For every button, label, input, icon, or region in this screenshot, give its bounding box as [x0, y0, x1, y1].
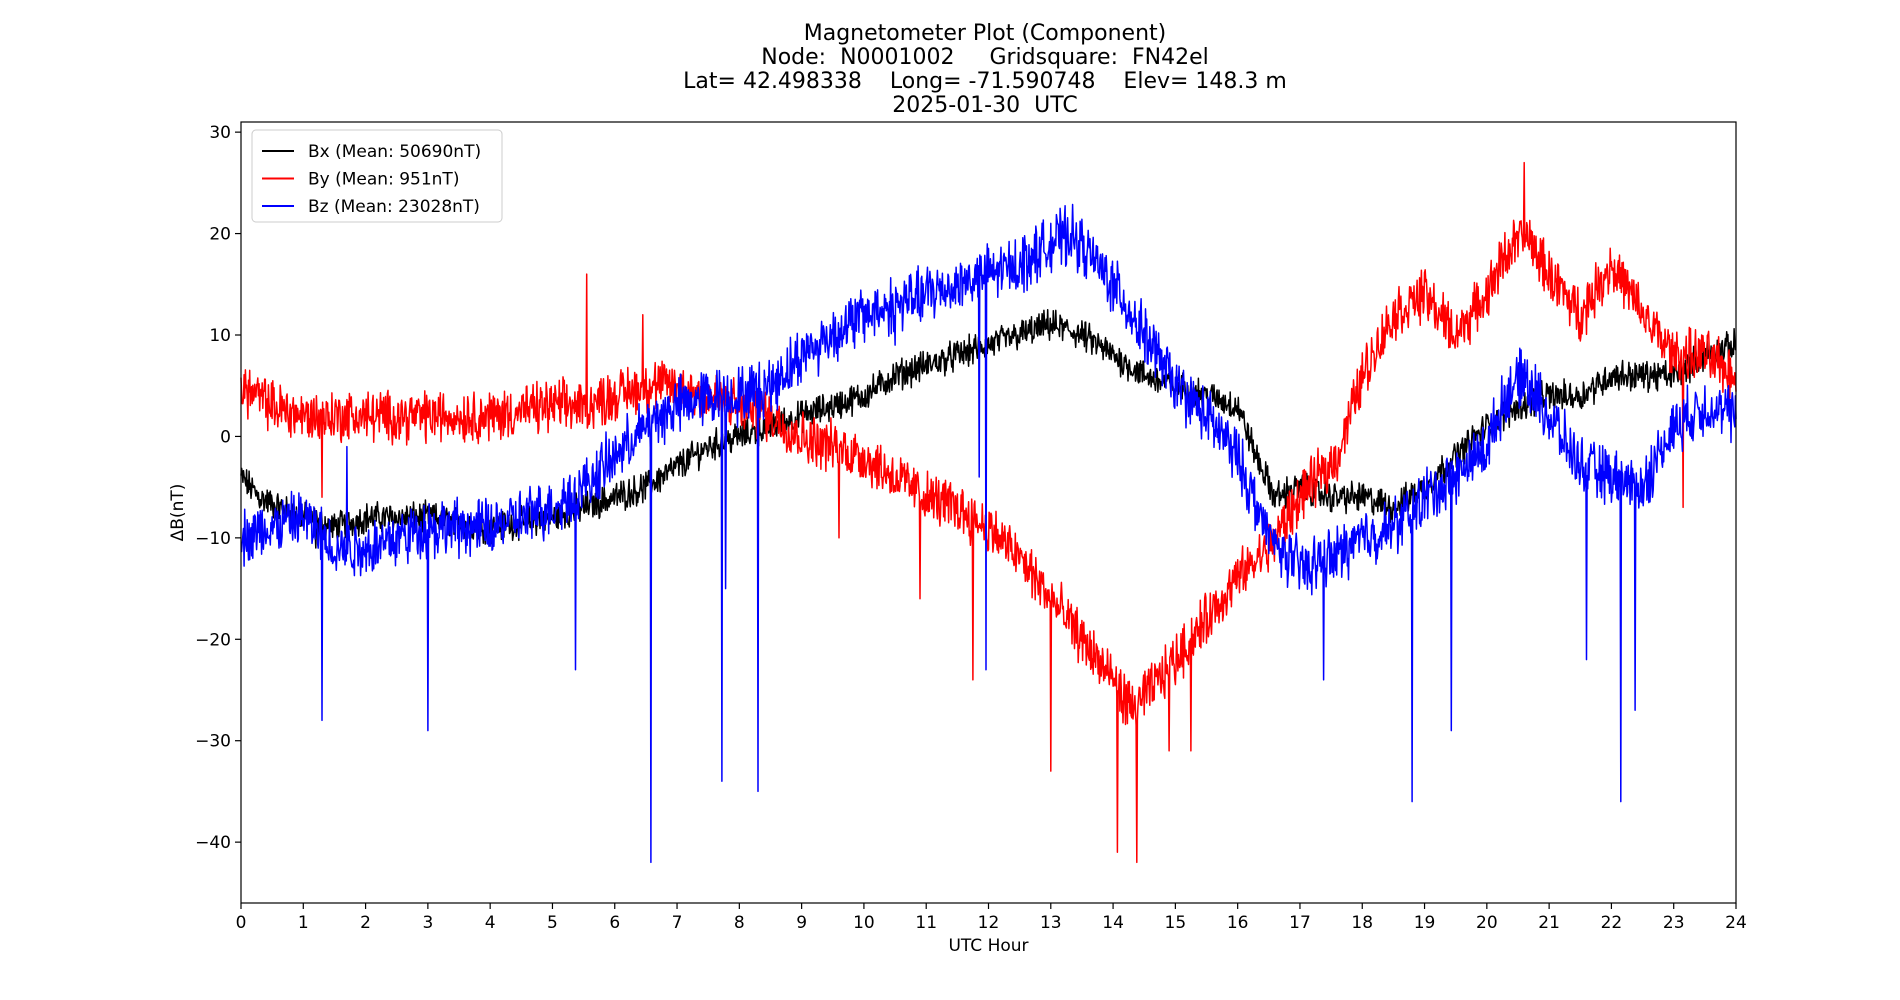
y-tick-label: −10: [195, 529, 231, 549]
x-tick-label: 1: [298, 913, 309, 933]
x-tick-label: 11: [915, 913, 937, 933]
legend-entries: Bx (Mean: 50690nT) By (Mean: 951nT) Bz (Me…: [262, 142, 481, 217]
legend-box: [251, 129, 503, 223]
series-line-3: [240, 203, 1737, 864]
y-tick-label: −30: [195, 732, 231, 752]
y-axis-label: ΔB(nT): [168, 484, 188, 542]
series-line-2: [240, 161, 1737, 864]
legend-label-3: Bz (Mean: 23028nT): [308, 197, 480, 217]
x-tick-label: 13: [1040, 913, 1062, 933]
y-tick-label: −20: [195, 630, 231, 650]
x-tick-label: 10: [853, 913, 875, 933]
x-tick-label: 0: [236, 913, 247, 933]
x-tick-label: 20: [1476, 913, 1498, 933]
x-tick-label: 18: [1351, 913, 1373, 933]
x-tick-label: 8: [734, 913, 745, 933]
title-line-2: Node: N0001002 Gridsquare: FN42el: [761, 45, 1209, 70]
legend: Bx (Mean: 50690nT) By (Mean: 951nT) Bz (Me…: [251, 129, 503, 223]
x-tick-label: 5: [547, 913, 558, 933]
x-tick-label: 9: [796, 913, 807, 933]
x-tick-label: 22: [1601, 913, 1623, 933]
x-tick-label: 6: [609, 913, 620, 933]
legend-label-1: Bx (Mean: 50690nT): [308, 142, 481, 162]
x-tick-label: 2: [360, 913, 371, 933]
y-tick-label: 10: [209, 326, 231, 346]
x-tick-label: 17: [1289, 913, 1311, 933]
y-axis-ticks: −40 −30 −20 −10 0 10 20 30: [195, 123, 241, 853]
legend-label-2: By (Mean: 951nT): [308, 170, 459, 190]
x-tick-label: 19: [1414, 913, 1436, 933]
x-tick-label: 21: [1538, 913, 1560, 933]
x-tick-label: 12: [978, 913, 1000, 933]
x-axis-ticks: 0 1 2 3 4 5 6 7 8 9 10 11 12 13 14 15 16 17 18 19 20 21 22 23 24: [236, 903, 1747, 933]
x-tick-label: 15: [1165, 913, 1187, 933]
chart-title: Magnetometer Plot (Component) Node: N000…: [0, 22, 1900, 118]
title-line-4: 2025-01-30 UTC: [892, 93, 1078, 118]
y-tick-label: 30: [209, 123, 231, 143]
x-tick-label: 23: [1663, 913, 1685, 933]
y-tick-label: 20: [209, 225, 231, 245]
x-tick-label: 16: [1227, 913, 1249, 933]
x-tick-label: 14: [1102, 913, 1124, 933]
x-tick-label: 24: [1725, 913, 1747, 933]
x-tick-label: 7: [672, 913, 683, 933]
series-layer: [240, 161, 1737, 864]
y-tick-label: −40: [195, 833, 231, 853]
x-axis-label: UTC Hour: [948, 936, 1028, 956]
x-tick-label: 3: [422, 913, 433, 933]
x-tick-label: 4: [485, 913, 496, 933]
title-line-3: Lat= 42.498338 Long= -71.590748 Elev= 14…: [683, 69, 1287, 94]
y-tick-label: 0: [220, 427, 231, 447]
title-line-1: Magnetometer Plot (Component): [803, 21, 1167, 46]
